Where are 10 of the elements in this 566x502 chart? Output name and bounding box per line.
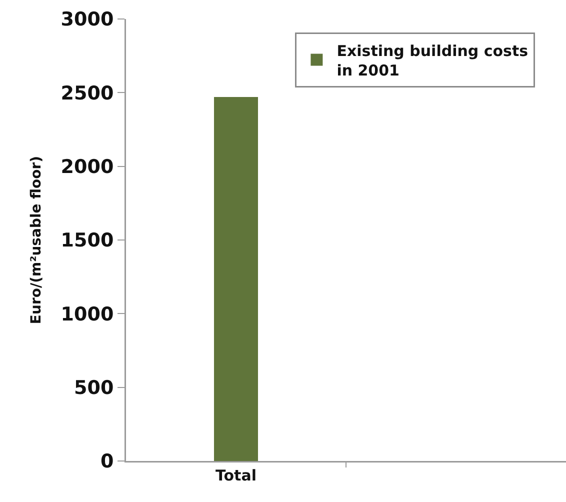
y-tick-label: 1000 <box>60 303 114 326</box>
y-tick-label: 3000 <box>60 8 114 31</box>
y-tick-label: 2500 <box>60 82 114 104</box>
y-axis-title: Euro/(m²usable floor) <box>28 156 45 324</box>
x-tick-label: Total <box>216 466 256 484</box>
y-tick-label: 0 <box>100 450 114 473</box>
y-tick-label: 1500 <box>60 230 114 252</box>
y-tick-label: 2000 <box>60 156 114 178</box>
legend-label: Existing building costs in 2001 <box>336 42 528 80</box>
y-tick-label: 500 <box>74 376 114 399</box>
